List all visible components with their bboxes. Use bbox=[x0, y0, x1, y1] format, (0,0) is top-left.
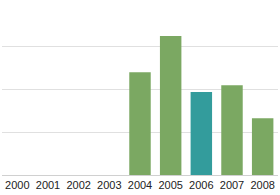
svg-text:2006: 2006 bbox=[189, 179, 213, 191]
svg-text:2001: 2001 bbox=[36, 179, 60, 191]
svg-text:2003: 2003 bbox=[97, 179, 121, 191]
svg-text:2007: 2007 bbox=[220, 179, 244, 191]
svg-text:2008: 2008 bbox=[250, 179, 274, 191]
svg-text:2005: 2005 bbox=[158, 179, 182, 191]
svg-text:2002: 2002 bbox=[66, 179, 90, 191]
svg-text:2000: 2000 bbox=[5, 179, 29, 191]
svg-text:2004: 2004 bbox=[128, 179, 152, 191]
